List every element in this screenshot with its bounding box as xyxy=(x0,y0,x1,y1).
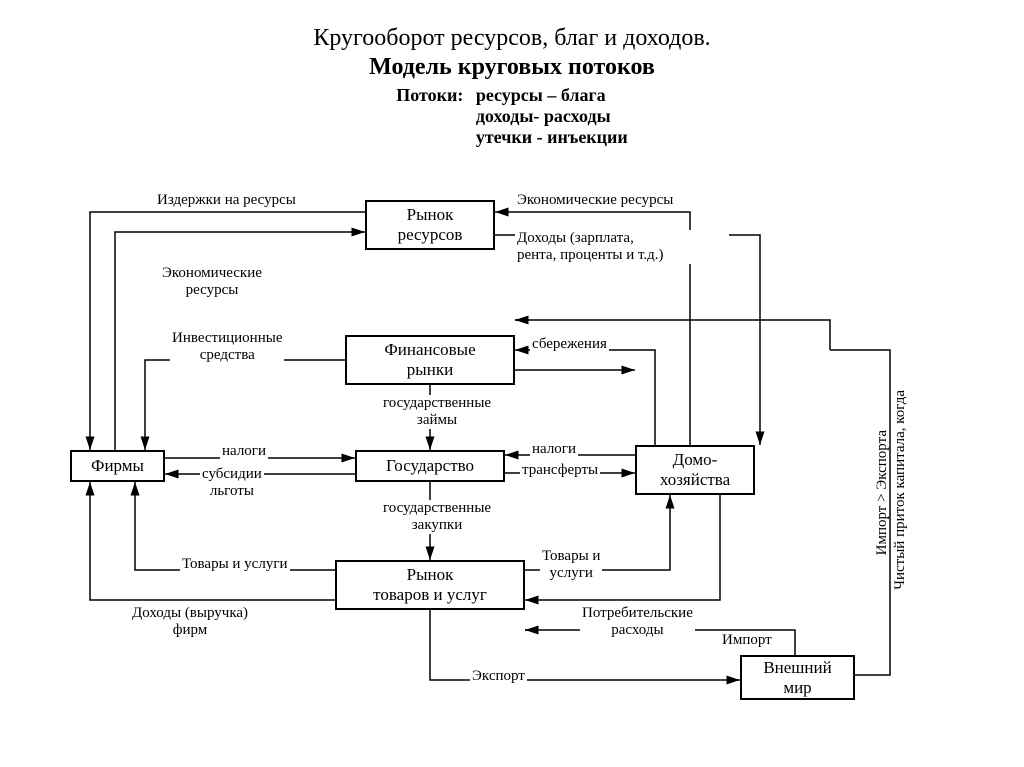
label-income: Доходы (зарплата,рента, проценты и т.д.) xyxy=(515,230,729,264)
label-econ-resources-right: Экономические ресурсы xyxy=(515,192,675,209)
label-resource-costs: Издержки на ресурсы xyxy=(155,192,298,209)
flow-line-1: ресурсы – блага xyxy=(476,85,628,106)
node-financial-markets: Финансовыерынки xyxy=(345,335,515,385)
label-subsidies: субсидиильготы xyxy=(200,466,264,500)
label-revenue: Доходы (выручка)фирм xyxy=(130,605,250,639)
header: Кругооборот ресурсов, благ и доходов. Мо… xyxy=(0,0,1024,148)
label-goods-left: Товары и услуги xyxy=(180,556,290,573)
node-resource-market: Рынокресурсов xyxy=(365,200,495,250)
label-econ-resources-left: Экономическиересурсы xyxy=(160,265,264,299)
label-export: Экспорт xyxy=(470,668,527,685)
label-investment: Инвестиционныесредства xyxy=(170,330,284,364)
node-government: Государство xyxy=(355,450,505,482)
flow-diagram: Рынокресурсов Финансовыерынки Государств… xyxy=(60,190,960,750)
label-consumer-spend: Потребительскиерасходы xyxy=(580,605,695,639)
flow-line-2: доходы- расходы xyxy=(476,106,628,127)
label-import: Импорт xyxy=(720,632,774,649)
label-capital-inflow-2: Импорт > Экспорта xyxy=(874,430,891,555)
label-taxes-hh: налоги xyxy=(530,441,578,458)
label-transfers: трансферты xyxy=(520,462,600,479)
label-gov-loans: государственныезаймы xyxy=(360,395,514,429)
node-households: Домо-хозяйства xyxy=(635,445,755,495)
flows-legend: Потоки: ресурсы – блага доходы- расходы … xyxy=(396,85,628,148)
page-subtitle: Модель круговых потоков xyxy=(0,54,1024,81)
label-savings: сбережения xyxy=(530,336,609,353)
node-external-world: Внешниймир xyxy=(740,655,855,700)
node-firms: Фирмы xyxy=(70,450,165,482)
flows-label: Потоки: xyxy=(396,85,463,106)
label-capital-inflow-1: Чистый приток капитала, когда xyxy=(892,390,909,590)
label-taxes-firms: налоги xyxy=(220,443,268,460)
label-goods-right: Товары иуслуги xyxy=(540,548,602,582)
page-title: Кругооборот ресурсов, благ и доходов. xyxy=(0,25,1024,52)
node-goods-market: Рыноктоваров и услуг xyxy=(335,560,525,610)
flow-line-3: утечки - инъекции xyxy=(476,127,628,148)
label-gov-purchases: государственныезакупки xyxy=(360,500,514,534)
